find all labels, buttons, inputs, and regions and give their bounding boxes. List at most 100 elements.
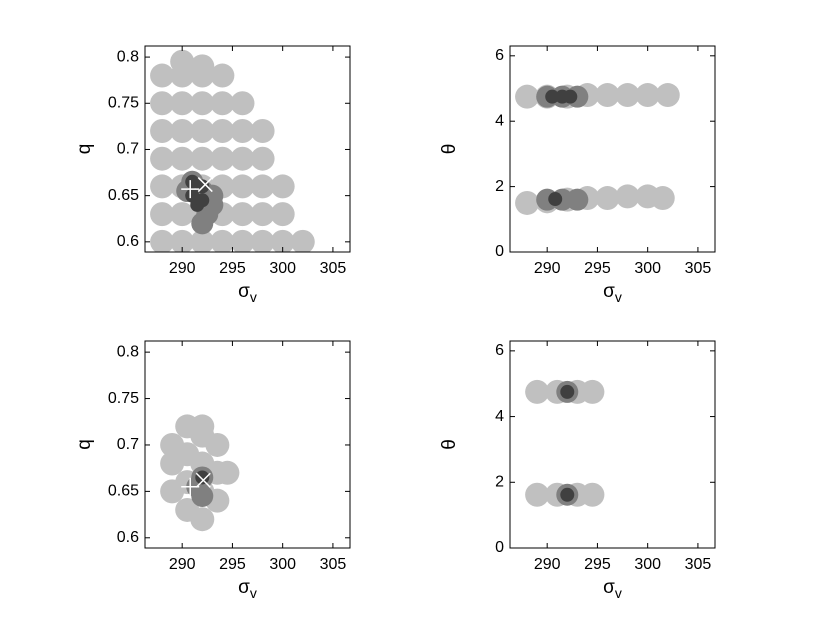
point (650, 186, 675, 211)
frame (509, 45, 716, 253)
y-tick-label: 6 (495, 342, 504, 359)
x-marker (197, 177, 213, 193)
point (230, 174, 255, 199)
plot-area (150, 49, 315, 252)
y-tick-label: 0.7 (117, 141, 139, 158)
point (150, 91, 175, 116)
x-axis-label: σv (238, 577, 257, 601)
x-axis-label: σv (238, 281, 257, 305)
point (230, 202, 255, 227)
x-tick-label: 300 (269, 260, 296, 277)
point (580, 379, 605, 404)
point (250, 118, 275, 143)
x-axis-label-main: σ (238, 577, 250, 598)
point (170, 202, 195, 227)
x-tick-label: 295 (584, 556, 611, 573)
y-tick-label: 0.65 (108, 187, 139, 204)
point (210, 118, 235, 143)
panel: 290 295 300 305 0.6 0.65 0.7 0.75 0.8 σv q (74, 340, 351, 601)
point (270, 202, 295, 227)
x-tick-label: 305 (320, 556, 347, 573)
point (190, 54, 215, 79)
y-axis-label: θ (439, 144, 460, 155)
y-tick-label: 0.75 (108, 94, 139, 111)
point (615, 184, 640, 209)
point (170, 146, 195, 171)
y-axis-label: q (74, 439, 95, 450)
x-axis-label-sub: v (615, 585, 622, 601)
y-tick-label: 0.6 (117, 233, 139, 250)
point (545, 89, 560, 104)
x-marker (195, 472, 211, 488)
plus-marker (181, 180, 200, 199)
x-tick-label: 290 (169, 260, 196, 277)
point (515, 190, 540, 215)
point (230, 91, 255, 116)
x-axis-label: σv (603, 281, 622, 305)
frame (509, 340, 716, 549)
x-tick-label: 305 (685, 556, 712, 573)
point (150, 229, 175, 252)
x-tick-label: 295 (219, 556, 246, 573)
point (170, 91, 195, 116)
point (150, 118, 175, 143)
point (635, 83, 660, 108)
point (190, 146, 215, 171)
point (210, 146, 235, 171)
x-tick-label: 290 (534, 260, 561, 277)
x-axis-label: σv (603, 577, 622, 601)
point (150, 202, 175, 227)
point (270, 229, 295, 252)
point (170, 229, 195, 252)
point (150, 63, 175, 88)
plot-area (160, 414, 240, 532)
point (230, 146, 255, 171)
y-tick-label: 0.75 (108, 390, 139, 407)
point (190, 414, 215, 439)
point (290, 229, 315, 252)
point (566, 188, 589, 211)
point (250, 229, 275, 252)
point (250, 174, 275, 199)
plot-area (515, 83, 680, 215)
x-tick-label: 295 (584, 260, 611, 277)
point (655, 83, 680, 108)
x-tick-label: 305 (685, 260, 712, 277)
y-axis-label: θ (439, 439, 460, 450)
x-tick-label: 300 (634, 556, 661, 573)
point (190, 507, 215, 532)
x-axis-label-sub: v (250, 585, 257, 601)
point (230, 229, 255, 252)
y-tick-label: 4 (495, 112, 504, 129)
point (250, 202, 275, 227)
point (230, 118, 255, 143)
point (525, 482, 550, 507)
y-tick-label: 6 (495, 47, 504, 64)
panel: 290 295 300 305 0.6 0.65 0.7 0.75 0.8 σv q (74, 45, 351, 305)
point (270, 174, 295, 199)
x-tick-label: 305 (320, 260, 347, 277)
point (615, 83, 640, 108)
point (210, 229, 235, 252)
y-tick-label: 0 (495, 539, 504, 556)
point (150, 174, 175, 199)
point (515, 84, 540, 109)
point (190, 229, 215, 252)
y-tick-label: 0.8 (117, 343, 139, 360)
x-axis-label-main: σ (603, 281, 615, 302)
point (190, 91, 215, 116)
point (210, 63, 235, 88)
point (525, 379, 550, 404)
point (190, 118, 215, 143)
point (170, 49, 195, 74)
plot-area (525, 379, 605, 507)
y-tick-label: 2 (495, 178, 504, 195)
point (548, 192, 563, 207)
x-axis-label-main: σ (238, 281, 250, 302)
point (595, 83, 620, 108)
point (150, 146, 175, 171)
point (560, 487, 575, 502)
x-tick-label: 295 (219, 260, 246, 277)
point (195, 193, 210, 208)
y-tick-label: 0.65 (108, 483, 139, 500)
